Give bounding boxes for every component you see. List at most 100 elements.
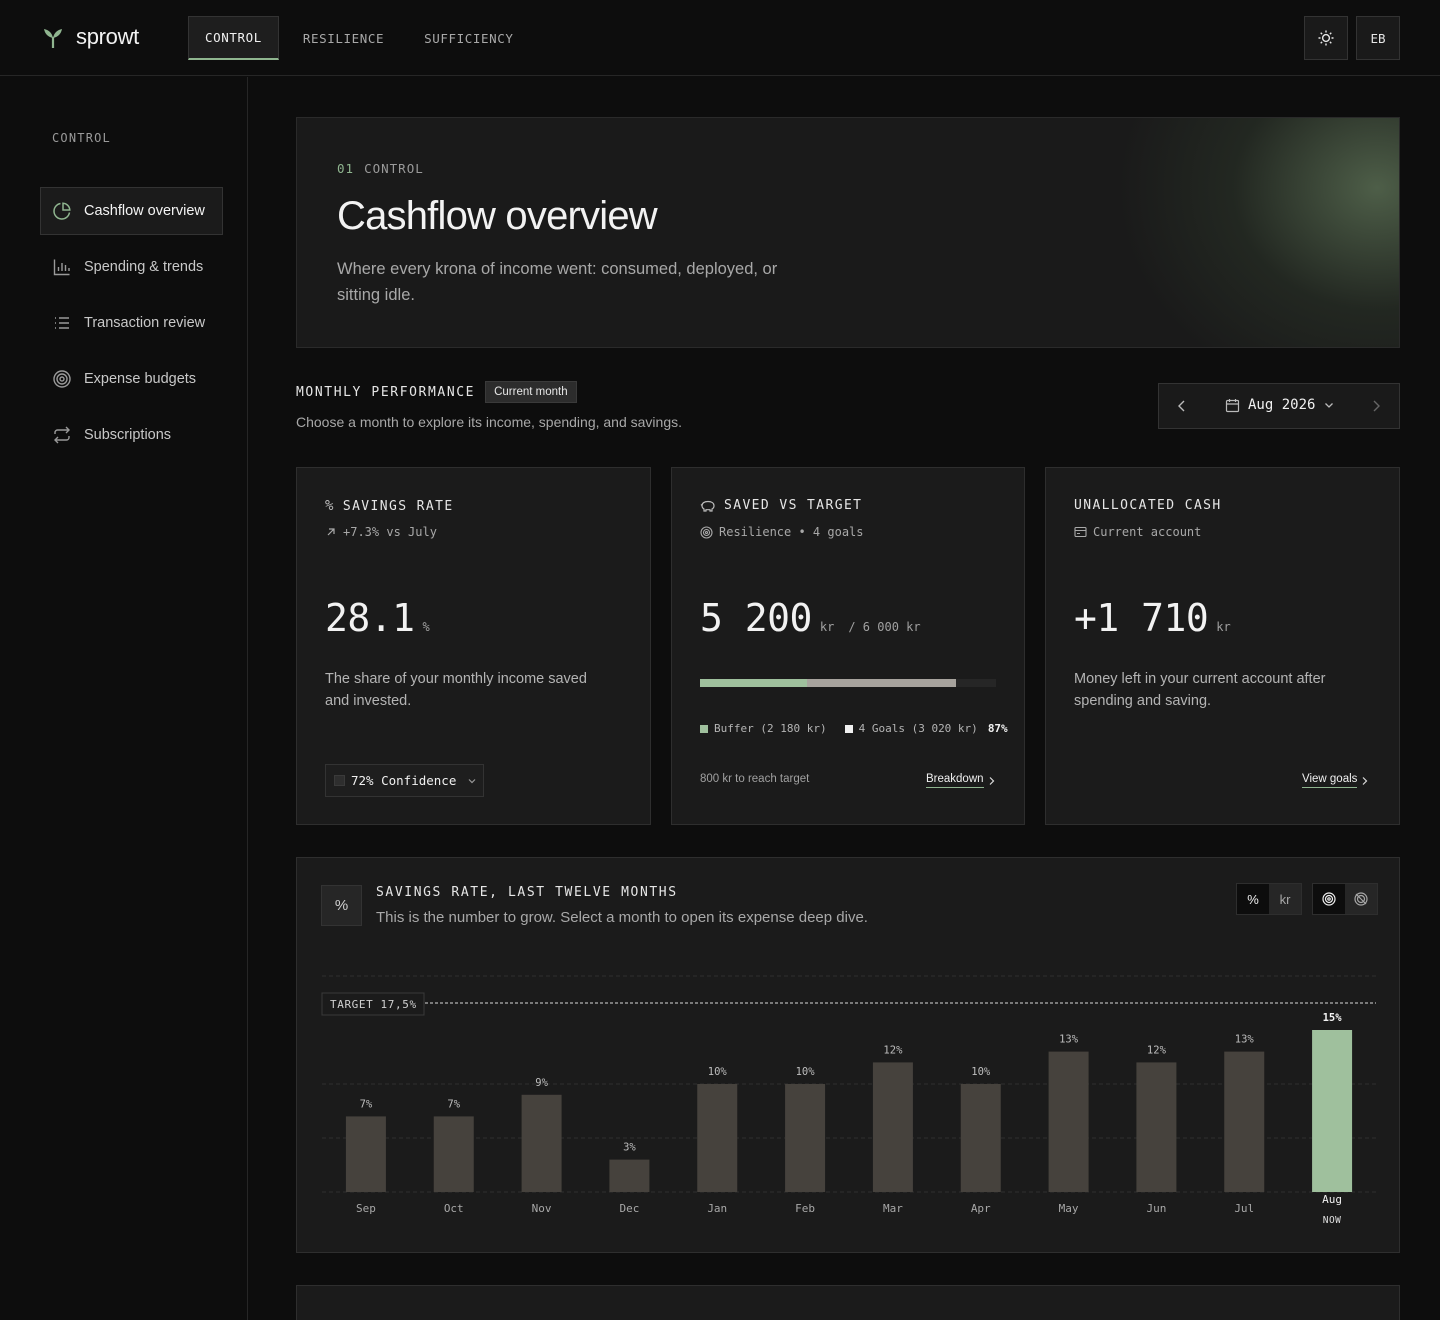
- previous-month-button[interactable]: [1175, 398, 1189, 419]
- progress-segment-buffer: [700, 679, 808, 687]
- confidence-label: 72% Confidence: [351, 773, 457, 788]
- progress-percent: 87%: [987, 722, 1008, 735]
- savings-rate-bar-chart: TARGET 17,5% 7% Sep 7% Oct 9% Nov 3% Dec 10% Jan 10…: [321, 975, 1376, 1226]
- unallocated-value: +1 710 kr: [1074, 596, 1231, 640]
- chart-bar[interactable]: [1312, 1030, 1353, 1192]
- chart-bar[interactable]: [1136, 1062, 1177, 1192]
- bar-value-label: 7%: [447, 1098, 460, 1110]
- chart-bar[interactable]: [1224, 1051, 1265, 1192]
- calendar-icon: [1225, 398, 1240, 412]
- sidebar-item-label: Spending & trends: [84, 259, 204, 275]
- saved-vs-target-meta: Resilience • 4 goals: [700, 525, 864, 539]
- chart-bar[interactable]: [345, 1116, 386, 1192]
- unit-kr-button[interactable]: kr: [1279, 891, 1291, 907]
- legend-swatch-goals: [844, 724, 853, 733]
- chart-bar[interactable]: [872, 1062, 913, 1192]
- avatar[interactable]: EB: [1356, 16, 1400, 60]
- x-tick-label: Jan: [707, 1202, 727, 1215]
- card-description: The share of your monthly income saved a…: [325, 671, 587, 709]
- bar-value-label: 3%: [623, 1142, 636, 1154]
- tab-control[interactable]: CONTROL: [188, 16, 279, 60]
- hero-section-label: CONTROL: [364, 161, 424, 176]
- x-tick-label: Oct: [444, 1202, 464, 1215]
- target-off-icon: [1354, 892, 1368, 906]
- tab-resilience[interactable]: RESILIENCE: [302, 30, 385, 46]
- pie-chart-icon: [53, 202, 71, 220]
- brand-name: sprowt: [76, 24, 139, 49]
- x-tick-label: Sep: [356, 1202, 376, 1215]
- unallocated-cash-card: UNALLOCATED CASH Current account +1 710 …: [1045, 467, 1400, 825]
- chart-bar[interactable]: [960, 1084, 1001, 1192]
- chart-bar[interactable]: [521, 1094, 562, 1192]
- savings-rate-delta: +7.3% vs July: [325, 525, 437, 539]
- chart-bar[interactable]: [433, 1116, 474, 1192]
- chevron-left-icon: [1178, 400, 1185, 412]
- monthly-performance-header: MONTHLY PERFORMANCE Current month: [296, 381, 577, 403]
- x-tick-label: Jul: [1234, 1202, 1254, 1215]
- target-icon: [700, 525, 713, 539]
- sidebar-item-subscriptions[interactable]: Subscriptions: [40, 411, 223, 459]
- chart-bar[interactable]: [785, 1084, 826, 1192]
- list-icon: [55, 317, 69, 329]
- bar-value-label: 12%: [1147, 1044, 1167, 1056]
- chart-bar[interactable]: [1048, 1051, 1089, 1192]
- big-value: +1 710: [1074, 596, 1209, 640]
- x-tick-label: Feb: [795, 1202, 815, 1215]
- chart-bar[interactable]: [697, 1084, 738, 1192]
- bar-value-label: 10%: [708, 1066, 728, 1078]
- tab-sufficiency[interactable]: SUFFICIENCY: [424, 30, 514, 46]
- target-label: TARGET 17,5%: [330, 998, 417, 1011]
- value-unit: kr: [1216, 620, 1231, 634]
- bar-value-label: 15%: [1323, 1012, 1343, 1024]
- card-title: % SAVINGS RATE: [325, 498, 454, 514]
- brand-logo[interactable]: sprowt: [42, 24, 139, 50]
- x-tick-label: May: [1059, 1202, 1079, 1215]
- hide-target-button[interactable]: [1345, 884, 1377, 914]
- section-title: MONTHLY PERFORMANCE: [296, 384, 476, 400]
- breakdown-link[interactable]: Breakdown: [926, 773, 996, 788]
- big-value: 5 200: [700, 596, 812, 640]
- meta-text: Resilience • 4 goals: [719, 525, 864, 539]
- progress-legend: Buffer (2 180 kr) 4 Goals (3 020 kr) 87%: [700, 722, 1008, 735]
- sidebar-item-spending-trends[interactable]: Spending & trends: [40, 243, 223, 291]
- percent-icon: %: [325, 498, 335, 514]
- big-value: 28.1: [325, 596, 415, 640]
- hero-section-number: 01: [337, 161, 355, 176]
- repeat-icon: [54, 426, 70, 444]
- savings-rate-chart-panel: % SAVINGS RATE, LAST TWELVE MONTHS This …: [296, 857, 1400, 1253]
- unit-percent-button[interactable]: %: [1237, 884, 1269, 914]
- savings-rate-title: SAVINGS RATE: [342, 498, 454, 514]
- link-label: View goals: [1302, 773, 1358, 788]
- legend-buffer: Buffer (2 180 kr): [714, 722, 827, 735]
- sidebar-item-expense-budgets[interactable]: Expense budgets: [40, 355, 223, 403]
- show-target-button[interactable]: [1313, 884, 1345, 914]
- hero-kicker: 01 CONTROL: [337, 161, 424, 176]
- sidebar-item-transaction-review[interactable]: Transaction review: [40, 299, 223, 347]
- view-goals-link[interactable]: View goals: [1302, 773, 1369, 788]
- bar-value-label: 10%: [971, 1066, 991, 1078]
- delta-text: +7.3% vs July: [343, 525, 437, 539]
- theme-toggle-button[interactable]: [1304, 16, 1348, 60]
- chart-panel-title: SAVINGS RATE, LAST TWELVE MONTHS: [376, 885, 678, 900]
- reach-target-text: 800 kr to reach target: [700, 773, 810, 785]
- sprout-icon: [44, 29, 62, 48]
- chevron-right-icon: [989, 776, 994, 785]
- selected-month: Aug 2026: [1248, 397, 1316, 413]
- legend-swatch-buffer: [700, 724, 708, 733]
- next-month-button[interactable]: [1369, 398, 1383, 419]
- page-subtitle: Where every krona of income went: consum…: [337, 260, 778, 304]
- sun-icon: [1318, 30, 1334, 46]
- unallocated-title: UNALLOCATED CASH: [1074, 498, 1222, 513]
- x-tick-label: Nov: [532, 1202, 552, 1215]
- legend-goals: 4 Goals (3 020 kr): [858, 722, 978, 735]
- month-select[interactable]: Aug 2026: [1225, 397, 1335, 413]
- sidebar-item-label: Expense budgets: [84, 371, 197, 387]
- value-unit: kr: [819, 620, 835, 634]
- sidebar-item-label: Transaction review: [84, 315, 206, 331]
- saved-value: 5 200 kr / 6 000 kr: [700, 596, 921, 640]
- confidence-dropdown[interactable]: 72% Confidence: [325, 764, 484, 797]
- sidebar-item-cashflow-overview[interactable]: Cashflow overview: [40, 187, 223, 235]
- bar-value-label: 13%: [1235, 1034, 1255, 1046]
- x-tick-label: Jun: [1146, 1202, 1166, 1215]
- chart-bar[interactable]: [609, 1159, 650, 1192]
